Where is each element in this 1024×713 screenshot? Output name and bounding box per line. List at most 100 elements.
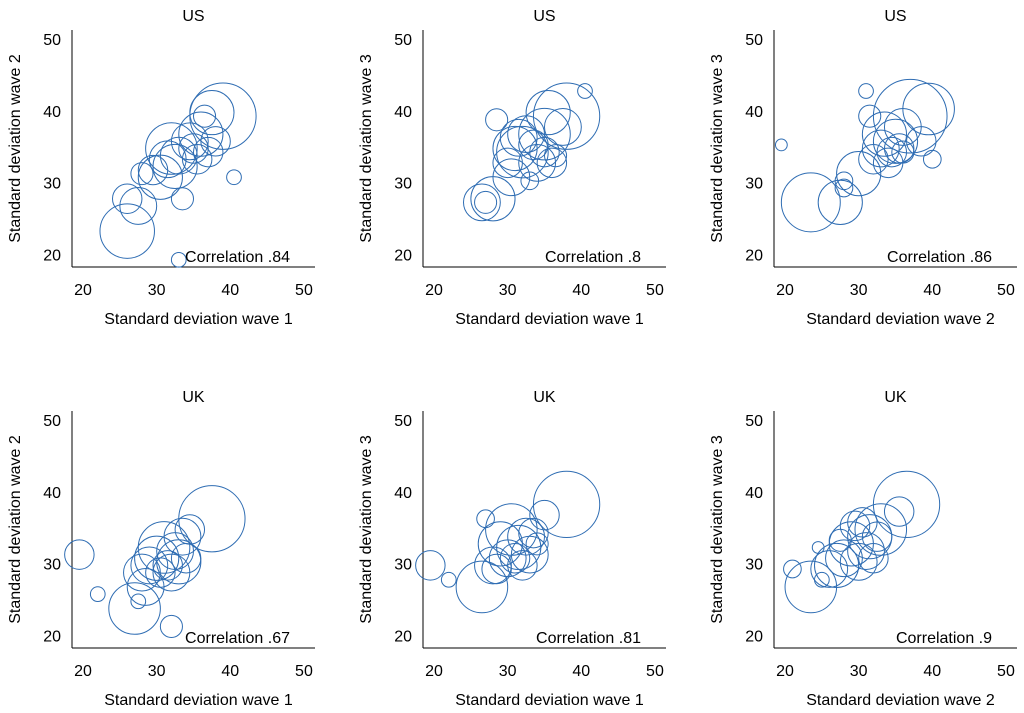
bubble <box>163 517 202 556</box>
bubble <box>499 118 538 157</box>
bubble <box>872 470 941 539</box>
bubble <box>872 118 919 164</box>
bubble <box>828 521 874 567</box>
y-tick-label: 30 <box>43 557 61 574</box>
y-tick-label: 40 <box>43 104 61 121</box>
bubble <box>854 503 908 556</box>
bubble <box>883 496 915 527</box>
y-axis-label: Standard deviation wave 3 <box>709 435 726 624</box>
annotation: Correlation .67 <box>185 630 290 647</box>
x-tick-label: 20 <box>74 663 92 680</box>
bubble <box>170 187 194 211</box>
bubble <box>518 107 571 161</box>
annotation: Correlation .8 <box>545 249 641 266</box>
x-tick-label: 20 <box>425 282 443 299</box>
y-tick-label: 40 <box>745 104 763 121</box>
bubble <box>170 251 187 268</box>
bubble <box>152 143 198 190</box>
y-tick-label: 50 <box>394 32 412 49</box>
y-tick-label: 30 <box>43 176 61 193</box>
bubble <box>181 144 213 175</box>
y-tick-label: 20 <box>394 628 412 645</box>
y-tick-label: 50 <box>43 32 61 49</box>
panel-title: US <box>182 8 204 25</box>
bubble <box>496 125 549 179</box>
bubble <box>477 521 523 567</box>
y-tick-label: 20 <box>745 628 763 645</box>
bubble <box>774 138 788 152</box>
y-axis-label: Standard deviation wave 3 <box>709 54 726 243</box>
bubble <box>532 82 601 150</box>
bubble <box>810 550 849 588</box>
bubble <box>99 203 155 259</box>
bubble <box>825 539 863 578</box>
y-tick-label: 30 <box>394 557 412 574</box>
bubble <box>544 144 568 168</box>
bubble <box>130 593 147 610</box>
bubble <box>174 514 206 545</box>
panel-title: UK <box>182 389 205 406</box>
y-axis-label: Standard deviation wave 2 <box>7 54 24 243</box>
bubble <box>922 149 942 169</box>
x-tick-label: 30 <box>850 663 868 680</box>
y-tick-label: 50 <box>745 32 763 49</box>
bubble <box>872 78 948 154</box>
bubble <box>134 535 180 581</box>
x-tick-label: 50 <box>646 282 664 299</box>
bubble <box>178 133 209 164</box>
bubble <box>861 129 900 168</box>
x-tick-label: 30 <box>499 282 517 299</box>
bubble <box>178 485 246 553</box>
bubble <box>783 559 802 579</box>
panel-title: UK <box>884 389 907 406</box>
bubble <box>470 176 516 222</box>
bubble <box>839 510 871 542</box>
x-tick-label: 50 <box>997 282 1015 299</box>
bubble <box>189 82 257 150</box>
bubble <box>525 532 549 556</box>
panel-title: UK <box>533 389 556 406</box>
bubble <box>780 172 841 233</box>
y-tick-label: 50 <box>745 413 763 430</box>
x-tick-label: 50 <box>295 663 313 680</box>
bubble <box>130 546 169 585</box>
bubble <box>883 133 915 164</box>
x-tick-label: 30 <box>148 282 166 299</box>
x-tick-label: 40 <box>923 663 941 680</box>
bubble <box>156 532 195 570</box>
x-tick-label: 50 <box>997 663 1015 680</box>
x-tick-label: 20 <box>74 282 92 299</box>
bubble <box>858 104 882 128</box>
x-tick-label: 50 <box>295 282 313 299</box>
y-tick-label: 50 <box>394 413 412 430</box>
x-tick-label: 40 <box>221 663 239 680</box>
bubble <box>130 162 154 186</box>
x-tick-label: 20 <box>776 663 794 680</box>
bubble <box>836 151 882 197</box>
y-tick-label: 50 <box>43 413 61 430</box>
bubble <box>518 143 557 182</box>
annotation: Correlation .86 <box>887 249 992 266</box>
bubble <box>518 517 549 549</box>
y-tick-label: 20 <box>43 247 61 264</box>
bubble <box>440 571 457 588</box>
bubble <box>891 140 915 164</box>
bubble <box>119 187 158 225</box>
bubble <box>876 136 908 168</box>
bubble <box>858 543 889 574</box>
bubble <box>170 122 209 161</box>
bubble <box>834 178 854 198</box>
x-tick-label: 20 <box>425 663 443 680</box>
bubble <box>481 553 512 585</box>
x-axis-label: Standard deviation wave 2 <box>806 311 995 328</box>
x-axis-label: Standard deviation wave 1 <box>104 311 293 328</box>
bubble <box>861 521 893 552</box>
bubble <box>152 550 183 581</box>
x-axis-label: Standard deviation wave 1 <box>455 311 644 328</box>
x-axis-label: Standard deviation wave 1 <box>104 692 293 709</box>
bubble <box>178 111 224 157</box>
y-tick-label: 20 <box>745 247 763 264</box>
x-tick-label: 20 <box>776 282 794 299</box>
bubble <box>518 129 549 161</box>
bubble <box>89 586 106 602</box>
